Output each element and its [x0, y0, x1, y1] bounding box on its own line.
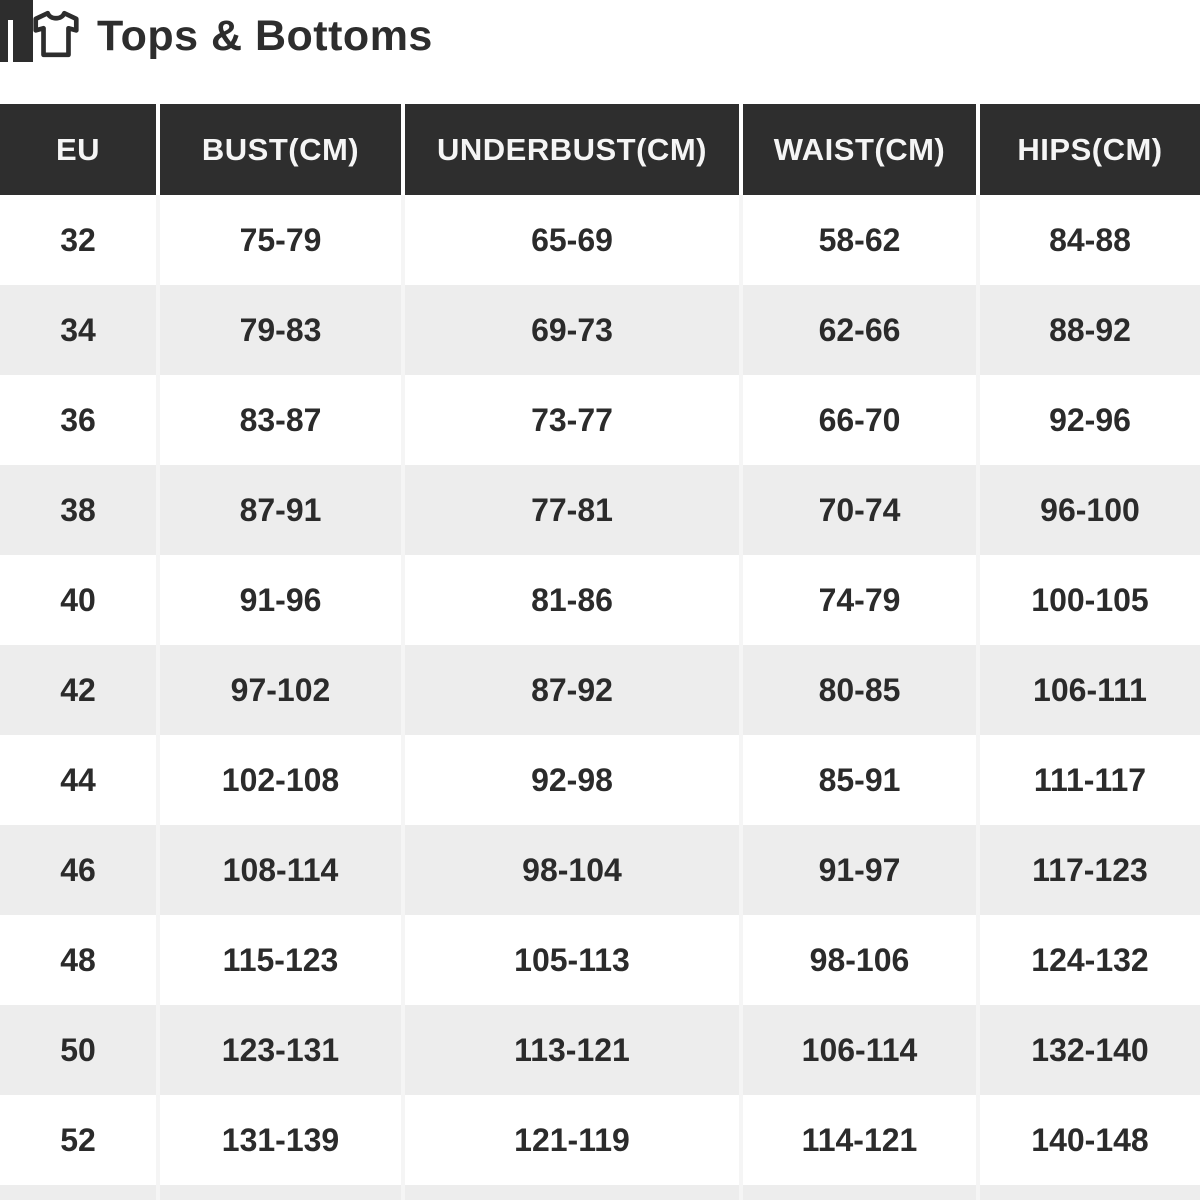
cell-eu: 44: [0, 735, 156, 825]
table-row-50: 50 123-131 113-121 106-114 132-140: [0, 1005, 1200, 1095]
cell-waist: 85-91: [739, 735, 976, 825]
cell-waist: 91-97: [739, 825, 976, 915]
cell-bust: 108-114: [156, 825, 401, 915]
cell-partial: [739, 1185, 976, 1200]
cell-waist: 74-79: [739, 555, 976, 645]
cell-waist: 114-121: [739, 1095, 976, 1185]
cell-eu: 48: [0, 915, 156, 1005]
table-row-48: 48 115-123 105-113 98-106 124-132: [0, 915, 1200, 1005]
cell-eu: 38: [0, 465, 156, 555]
cell-hips: 124-132: [976, 915, 1200, 1005]
cell-bust: 87-91: [156, 465, 401, 555]
table-row-32: 32 75-79 65-69 58-62 84-88: [0, 195, 1200, 285]
cell-underbust: 65-69: [401, 195, 739, 285]
cell-eu: 42: [0, 645, 156, 735]
cell-waist: 66-70: [739, 375, 976, 465]
size-chart-table: EU BUST(CM) UNDERBUST(CM) WAIST(CM) HIPS…: [0, 104, 1200, 1200]
cell-bust: 79-83: [156, 285, 401, 375]
cell-hips: 106-111: [976, 645, 1200, 735]
cell-hips: 111-117: [976, 735, 1200, 825]
table-row-36: 36 83-87 73-77 66-70 92-96: [0, 375, 1200, 465]
cell-underbust: 105-113: [401, 915, 739, 1005]
cell-hips: 88-92: [976, 285, 1200, 375]
table-row-44: 44 102-108 92-98 85-91 111-117: [0, 735, 1200, 825]
cell-hips: 96-100: [976, 465, 1200, 555]
cell-hips: 84-88: [976, 195, 1200, 285]
cell-underbust: 87-92: [401, 645, 739, 735]
column-header-underbust: UNDERBUST(CM): [401, 104, 739, 195]
cell-bust: 131-139: [156, 1095, 401, 1185]
table-row-34: 34 79-83 69-73 62-66 88-92: [0, 285, 1200, 375]
cell-hips: 117-123: [976, 825, 1200, 915]
cell-bust: 83-87: [156, 375, 401, 465]
cell-bust: 123-131: [156, 1005, 401, 1095]
cell-bust: 75-79: [156, 195, 401, 285]
cell-waist: 70-74: [739, 465, 976, 555]
title-bar: Tops & Bottoms: [0, 0, 1200, 104]
table-row-partial: [0, 1185, 1200, 1200]
cell-eu: 32: [0, 195, 156, 285]
cell-underbust: 69-73: [401, 285, 739, 375]
cell-waist: 58-62: [739, 195, 976, 285]
pants-icon: [0, 0, 34, 64]
table-row-42: 42 97-102 87-92 80-85 106-111: [0, 645, 1200, 735]
column-header-waist: WAIST(CM): [739, 104, 976, 195]
table-header-row: EU BUST(CM) UNDERBUST(CM) WAIST(CM) HIPS…: [0, 104, 1200, 195]
cell-underbust: 113-121: [401, 1005, 739, 1095]
column-header-bust: BUST(CM): [156, 104, 401, 195]
cell-waist: 62-66: [739, 285, 976, 375]
cell-hips: 132-140: [976, 1005, 1200, 1095]
table-row-38: 38 87-91 77-81 70-74 96-100: [0, 465, 1200, 555]
cell-eu: 40: [0, 555, 156, 645]
cell-underbust: 77-81: [401, 465, 739, 555]
cell-underbust: 121-119: [401, 1095, 739, 1185]
cell-hips: 140-148: [976, 1095, 1200, 1185]
cell-eu: 46: [0, 825, 156, 915]
page-title: Tops & Bottoms: [97, 12, 433, 60]
cell-underbust: 81-86: [401, 555, 739, 645]
table-row-52: 52 131-139 121-119 114-121 140-148: [0, 1095, 1200, 1185]
cell-bust: 102-108: [156, 735, 401, 825]
cell-bust: 115-123: [156, 915, 401, 1005]
cell-underbust: 92-98: [401, 735, 739, 825]
column-header-eu: EU: [0, 104, 156, 195]
cell-hips: 92-96: [976, 375, 1200, 465]
table-row-46: 46 108-114 98-104 91-97 117-123: [0, 825, 1200, 915]
cell-eu: 50: [0, 1005, 156, 1095]
cell-partial: [401, 1185, 739, 1200]
cell-eu: 34: [0, 285, 156, 375]
column-header-hips: HIPS(CM): [976, 104, 1200, 195]
cell-hips: 100-105: [976, 555, 1200, 645]
tshirt-icon: [30, 8, 82, 60]
cell-bust: 97-102: [156, 645, 401, 735]
table-row-40: 40 91-96 81-86 74-79 100-105: [0, 555, 1200, 645]
cell-bust: 91-96: [156, 555, 401, 645]
cell-waist: 106-114: [739, 1005, 976, 1095]
cell-waist: 98-106: [739, 915, 976, 1005]
cell-eu: 36: [0, 375, 156, 465]
cell-underbust: 73-77: [401, 375, 739, 465]
cell-underbust: 98-104: [401, 825, 739, 915]
cell-partial: [156, 1185, 401, 1200]
cell-eu: 52: [0, 1095, 156, 1185]
cell-partial: [976, 1185, 1200, 1200]
cell-waist: 80-85: [739, 645, 976, 735]
cell-partial: [0, 1185, 156, 1200]
